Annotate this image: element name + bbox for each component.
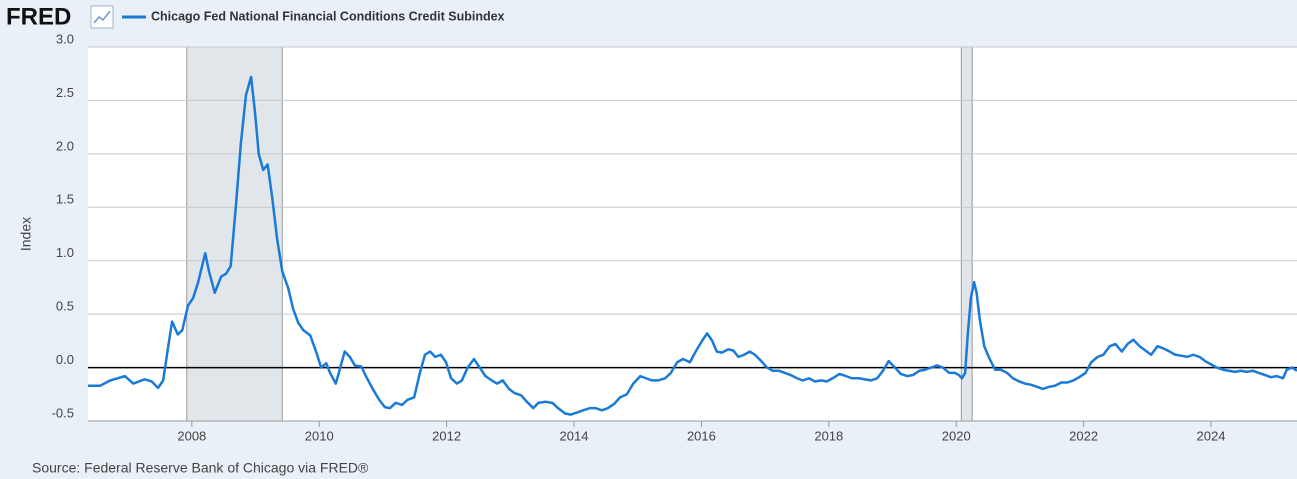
x-tick-label: 2020: [942, 428, 971, 443]
x-tick-label: 2024: [1197, 428, 1226, 443]
y-tick-label: 0.0: [56, 352, 74, 367]
x-tick-label: 2012: [432, 428, 461, 443]
series-line: [88, 75, 1297, 416]
y-tick-label: -0.5: [52, 405, 74, 420]
y-tick-label: 0.5: [56, 299, 74, 314]
x-tick-label: 2010: [305, 428, 334, 443]
y-axis-label: Index: [18, 217, 34, 251]
y-tick-label: 1.0: [56, 245, 74, 260]
x-tick-label: 2008: [177, 428, 206, 443]
y-tick-label: 1.5: [56, 192, 74, 207]
brand-logo[interactable]: FRED: [6, 3, 71, 30]
legend-label: Chicago Fed National Financial Condition…: [151, 9, 505, 23]
source-note: Source: Federal Reserve Bank of Chicago …: [32, 460, 369, 476]
graph-icon: [90, 5, 114, 29]
y-tick-label: 2.0: [56, 138, 74, 153]
y-tick-label: 3.0: [56, 31, 74, 46]
x-tick-label: 2018: [814, 428, 843, 443]
x-tick-label: 2022: [1069, 428, 1098, 443]
x-tick-label: 2016: [687, 428, 716, 443]
x-tick-label: 2014: [560, 428, 589, 443]
y-tick-label: 2.5: [56, 85, 74, 100]
